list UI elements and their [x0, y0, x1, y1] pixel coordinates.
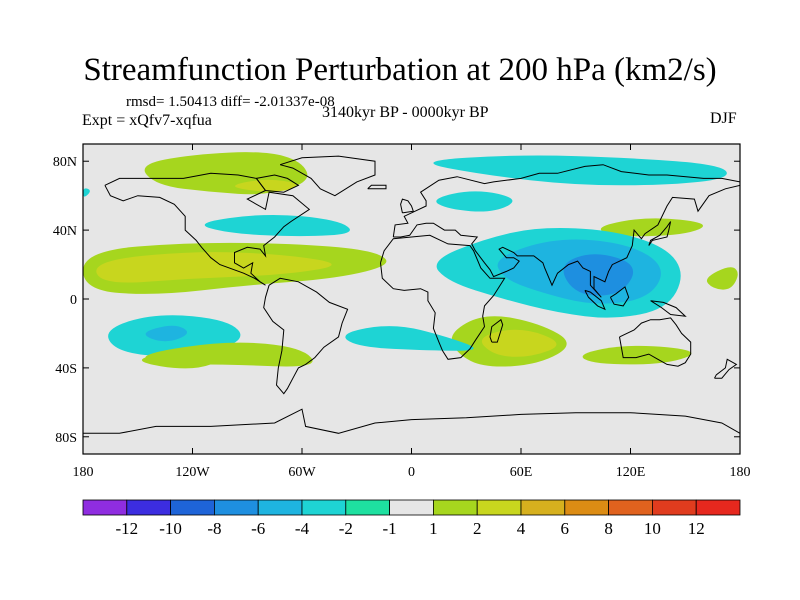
colorbar-swatch	[345, 499, 390, 516]
contour-region-18	[141, 352, 219, 369]
contour-region-16	[145, 325, 188, 342]
coastline-japan	[648, 221, 672, 246]
colorbar-swatch	[170, 499, 215, 516]
colorbar-label: -4	[295, 519, 310, 538]
colorbar-swatch	[520, 499, 566, 516]
colorbar-label: 4	[517, 519, 526, 538]
experiment-label: Expt = xQfv7-xqfua	[82, 112, 212, 129]
contour-region-7	[600, 218, 704, 237]
contour-region-9	[96, 252, 332, 283]
colorbar-swatch	[608, 499, 653, 516]
period-label: 3140kyr BP - 0000kyr BP	[322, 104, 489, 121]
y-tick-label: 40S	[55, 362, 77, 377]
colorbar-swatch	[301, 499, 347, 516]
colorbar-label: -1	[383, 519, 397, 538]
colorbar-swatch	[213, 499, 259, 516]
coastline-new-zealand	[714, 358, 738, 379]
colorbar-label: 2	[473, 519, 482, 538]
y-tick-label: 0	[70, 293, 77, 308]
contour-region-4	[83, 188, 90, 197]
x-tick-label: 120W	[175, 465, 210, 480]
coastlines	[83, 155, 740, 434]
colorbar-label: 10	[644, 519, 661, 538]
coastline-africa	[380, 234, 506, 360]
coastline-borneo	[609, 286, 630, 307]
contour-region-6	[436, 191, 513, 212]
colorbar-swatch	[82, 499, 128, 516]
colorbar-label: -2	[339, 519, 353, 538]
colorbar-swatch	[389, 499, 434, 516]
contour-region-20	[706, 267, 738, 290]
colorbar-label: -8	[207, 519, 221, 538]
colorbar-label: 12	[688, 519, 705, 538]
colorbar-swatch	[257, 499, 303, 516]
colorbar: -12 -10 -8 -6 -4 -2 -1 1 2 4 6 8 10 12	[82, 499, 741, 538]
colorbar-swatch	[126, 499, 172, 516]
colorbar-swatch	[564, 499, 609, 516]
contour-region-5	[204, 214, 350, 237]
colorbar-label: 1	[429, 519, 438, 538]
x-tick-label: 180	[73, 465, 94, 480]
coastline-new-guinea	[650, 300, 687, 317]
colorbar-label: -12	[115, 519, 138, 538]
y-tick-label: 80N	[53, 155, 77, 170]
x-tick-label: 120E	[616, 465, 646, 480]
colorbar-swatch	[652, 499, 697, 516]
x-tick-label: 60W	[288, 465, 316, 480]
contour-region-21	[345, 326, 474, 351]
coastline-eurasia	[392, 164, 740, 298]
colorbar-label: 6	[561, 519, 570, 538]
axis-ticks: 180 120W 60W 0 60E 120E 180 80N 40N 0 40S 80S	[53, 144, 751, 480]
contour-region-19	[582, 345, 692, 365]
x-tick-label: 180	[730, 465, 751, 480]
coastline-antarctica	[83, 408, 740, 434]
colorbar-swatch	[695, 499, 741, 516]
colorbar-label: -6	[251, 519, 265, 538]
coastline-south-america	[263, 277, 349, 395]
colorbar-swatch	[432, 499, 478, 516]
coastline-iceland	[367, 184, 387, 190]
x-tick-label: 0	[408, 465, 415, 480]
coastline-baffin	[255, 174, 300, 193]
stats-label: rmsd= 1.50413 diff= -2.01337e-08	[126, 94, 335, 110]
colorbar-label: 8	[604, 519, 613, 538]
coastline-britain	[400, 198, 414, 214]
colorbar-label: -10	[159, 519, 182, 538]
coastline-madagascar	[489, 318, 504, 343]
map-title: Streamfunction Perturbation at 200 hPa (…	[83, 52, 717, 88]
contour-region-3	[433, 155, 727, 186]
season-label: DJF	[710, 110, 737, 127]
coastline-sumatra	[584, 289, 606, 311]
contour-region-14	[481, 329, 557, 357]
x-tick-label: 60E	[510, 465, 533, 480]
colorbar-swatch	[476, 499, 522, 516]
contour-region-2	[235, 179, 296, 192]
y-tick-label: 80S	[55, 431, 77, 446]
coastline-australia	[619, 317, 692, 367]
y-tick-label: 40N	[53, 224, 77, 239]
coastline-greenland	[279, 155, 376, 197]
